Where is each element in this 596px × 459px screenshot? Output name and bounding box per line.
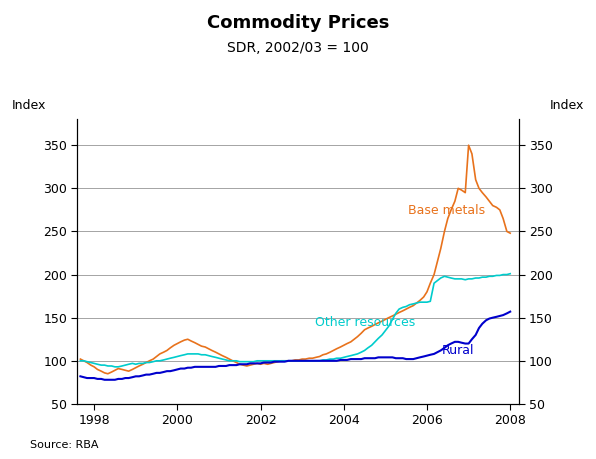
Text: Index: Index [550,100,584,112]
Text: Source: RBA: Source: RBA [30,440,98,450]
Text: SDR, 2002/03 = 100: SDR, 2002/03 = 100 [227,41,369,56]
Text: Other resources: Other resources [315,316,415,329]
Text: Index: Index [12,100,46,112]
Text: Commodity Prices: Commodity Prices [207,14,389,32]
Text: Base metals: Base metals [408,204,485,217]
Text: Rural: Rural [442,344,474,357]
